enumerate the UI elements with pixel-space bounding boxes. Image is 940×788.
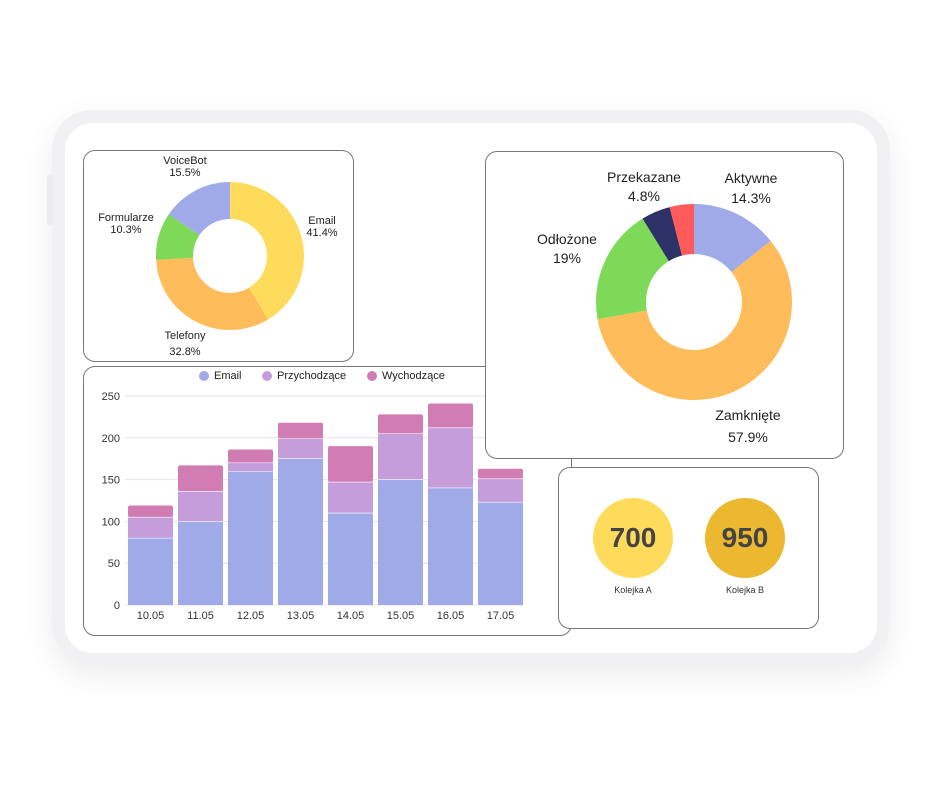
y-tick-label: 200 — [102, 433, 120, 445]
legend-przychodzace: Przychodzące — [262, 370, 346, 382]
donut-slice-unlabeled — [669, 204, 694, 256]
bar-segment-email — [128, 538, 173, 605]
slice-label-aktywne: Aktywne 14.3% — [724, 170, 778, 206]
bar-segment-wychodzące — [228, 449, 273, 463]
donut-slice-odłożone — [596, 218, 669, 320]
y-tick-label: 100 — [102, 516, 120, 528]
bar-segment-email — [228, 471, 273, 605]
queue-b-badge: 950 — [705, 498, 785, 578]
bar-segment-przychodzące — [378, 433, 423, 480]
y-tick-label: 250 — [102, 391, 120, 403]
y-tick-label: 150 — [102, 475, 120, 487]
bar-segment-wychodzące — [178, 465, 223, 492]
legend-email: Email — [199, 370, 242, 382]
bar-segment-przychodzące — [328, 482, 373, 514]
donut-slice-przekazane — [642, 207, 683, 262]
tablet-side-button — [47, 175, 53, 225]
slice-label-odlozone: Odłożone 19% — [537, 231, 597, 266]
bar-segment-przychodzące — [128, 517, 173, 539]
slice-label-formularze: Formularze 10.3% — [98, 212, 154, 236]
x-tick-label: 13.05 — [287, 610, 315, 622]
legend-wychodzace: Wychodzące — [367, 370, 445, 382]
donut-slice-email — [230, 182, 304, 320]
bar-segment-wychodzące — [428, 403, 473, 428]
donut-slice-zamknięte — [597, 240, 792, 400]
bar-segment-wychodzące — [478, 468, 523, 479]
bar-segment-email — [178, 521, 223, 605]
x-tick-label: 11.05 — [187, 610, 214, 622]
donut-slice-formularze — [155, 214, 200, 260]
donut-slice-telefony — [156, 257, 269, 330]
x-tick-label: 16.05 — [437, 610, 465, 622]
slice-label-przekazane: Przekazane 4.8% — [607, 169, 681, 204]
y-tick-label: 0 — [114, 600, 120, 612]
bar-segment-wychodzące — [128, 505, 173, 518]
bar-segment-email — [278, 458, 323, 605]
bar-segment-email — [478, 502, 523, 605]
x-tick-label: 14.05 — [337, 610, 365, 622]
bar-segment-email — [428, 487, 473, 605]
bar-segment-wychodzące — [328, 446, 373, 483]
slice-label-telefony: Telefony 32.8% — [164, 330, 206, 358]
y-tick-label: 50 — [108, 558, 120, 570]
legend-swatch — [367, 371, 377, 381]
bar-segment-przychodzące — [228, 462, 273, 472]
bar-segment-wychodzące — [278, 422, 323, 439]
slice-label-email: Email 41.4% — [306, 215, 338, 239]
x-tick-label: 12.05 — [237, 610, 265, 622]
slice-label-voicebot: VoiceBot 15.5% — [163, 155, 207, 179]
donut-slice-aktywne — [694, 204, 771, 273]
x-tick-label: 17.05 — [487, 610, 515, 622]
bar-segment-email — [378, 479, 423, 605]
queue-a-label: Kolejka A — [614, 585, 652, 595]
bar-segment-przychodzące — [428, 427, 473, 488]
legend-swatch — [262, 371, 272, 381]
x-tick-label: 10.05 — [137, 610, 165, 622]
bar-segment-email — [328, 513, 373, 605]
queue-a-badge: 700 — [593, 498, 673, 578]
slice-label-zamkniete: Zamknięte 57.9% — [715, 407, 781, 445]
bar-segment-przychodzące — [178, 491, 223, 522]
bar-segment-przychodzące — [478, 478, 523, 503]
bar-segment-przychodzące — [278, 438, 323, 459]
x-tick-label: 15.05 — [387, 610, 415, 622]
donut-slice-voicebot — [168, 182, 230, 236]
queue-b-label: Kolejka B — [725, 585, 765, 595]
legend-swatch — [199, 371, 209, 381]
bar-segment-wychodzące — [378, 414, 423, 434]
